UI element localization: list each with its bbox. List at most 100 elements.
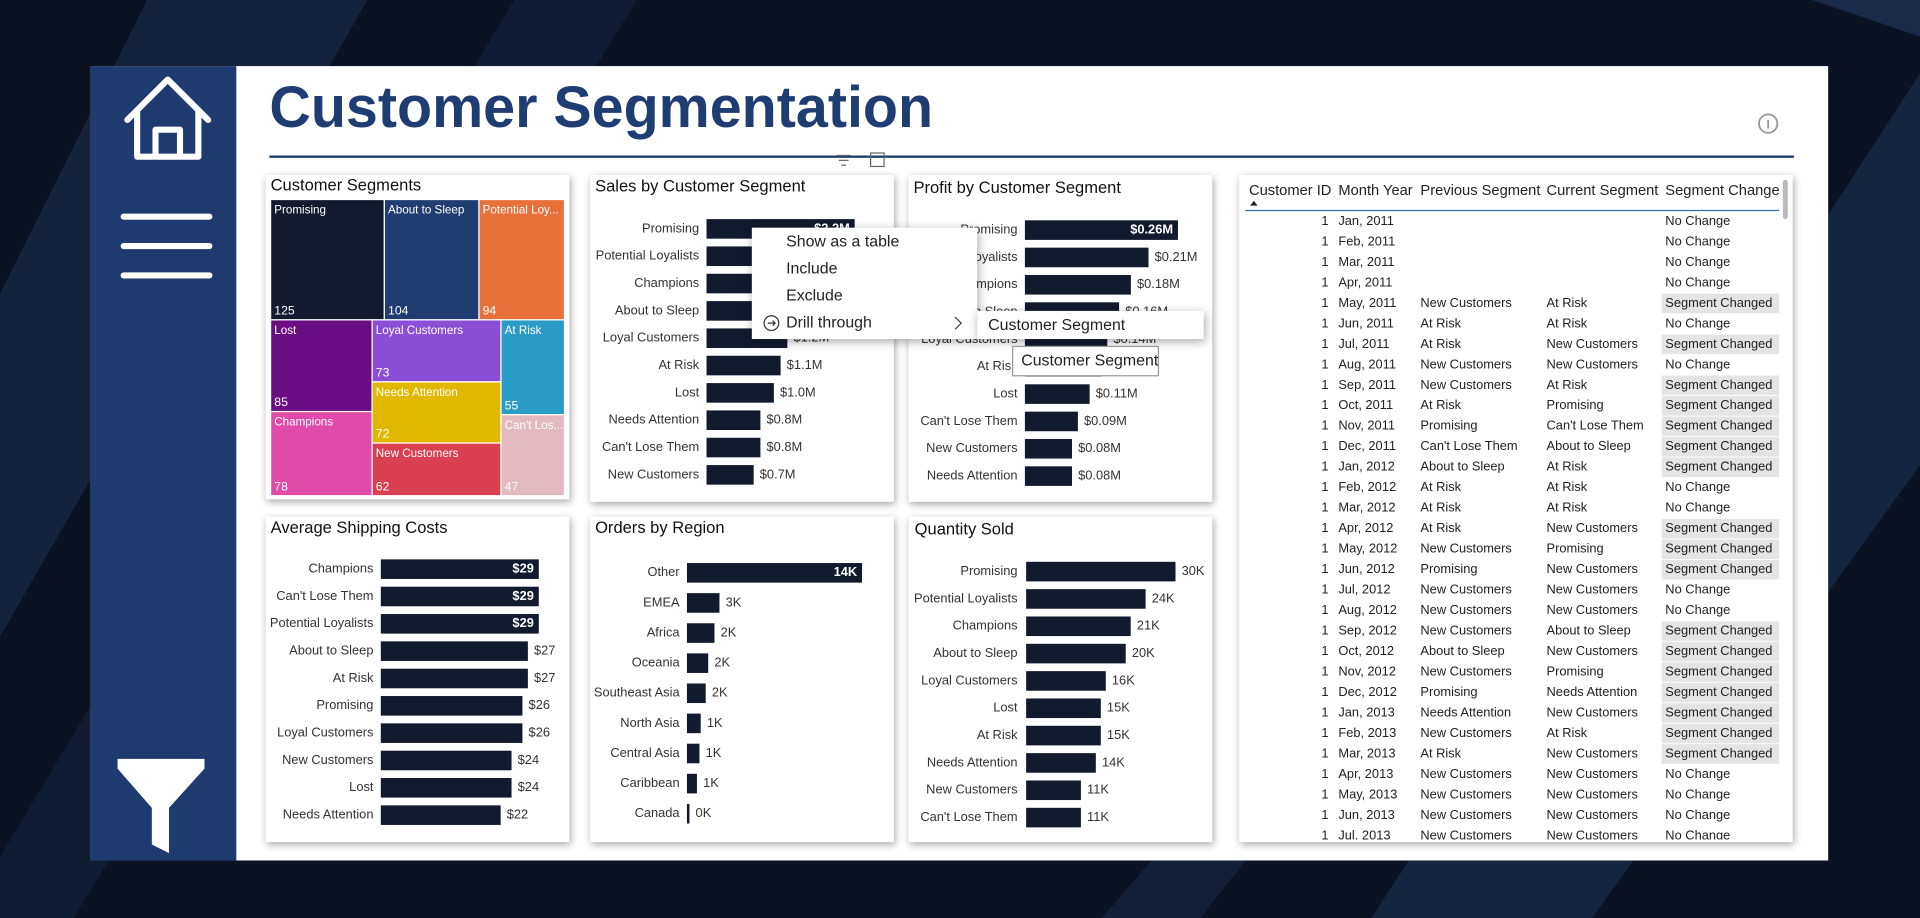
bar bbox=[380, 586, 539, 607]
bar bbox=[686, 743, 700, 764]
info-icon[interactable] bbox=[1758, 113, 1779, 134]
table-cell: No Change bbox=[1665, 274, 1730, 289]
table-cell: New Customers bbox=[1420, 356, 1511, 371]
treemap-label: Needs Attention bbox=[376, 386, 458, 399]
table-cell: Sep, 2011 bbox=[1338, 377, 1396, 392]
bar bbox=[706, 383, 774, 403]
table-cell: Dec, 2012 bbox=[1338, 684, 1397, 699]
bar bbox=[686, 683, 706, 704]
category-label: Other bbox=[647, 564, 680, 579]
table-cell: New Customers bbox=[1547, 766, 1638, 781]
table-cell: New Customers bbox=[1420, 725, 1511, 740]
category-label: About to Sleep bbox=[933, 645, 1017, 660]
bar bbox=[686, 653, 709, 673]
table-cell: Nov, 2011 bbox=[1338, 418, 1395, 433]
changed-cell-bg bbox=[1661, 518, 1780, 539]
home-icon[interactable] bbox=[124, 76, 212, 160]
treemap-label: Lost bbox=[274, 324, 297, 337]
category-label: Potential Loyalists bbox=[270, 615, 374, 630]
value-label: $27 bbox=[534, 670, 555, 685]
value-label: $1.1M bbox=[787, 357, 823, 372]
table-cell: At Risk bbox=[1420, 397, 1461, 412]
table-cell: 1 bbox=[1321, 438, 1328, 453]
table-cell: At Risk bbox=[1547, 459, 1588, 474]
filter-icon[interactable] bbox=[117, 758, 205, 854]
table-cell: Promising bbox=[1420, 561, 1477, 576]
table-cell: 1 bbox=[1321, 622, 1328, 637]
table-cell: Aug, 2011 bbox=[1338, 356, 1396, 371]
treemap-cell bbox=[371, 381, 502, 444]
table-cell: Oct, 2011 bbox=[1338, 397, 1393, 412]
table-cell: 1 bbox=[1321, 377, 1328, 392]
menu-item[interactable]: Include bbox=[786, 260, 837, 277]
table-cell: Segment Changed bbox=[1665, 295, 1772, 310]
menu-item[interactable]: Drill through bbox=[786, 314, 872, 331]
value-label: 11K bbox=[1087, 782, 1109, 797]
table-cell: May, 2012 bbox=[1338, 541, 1397, 556]
treemap-label: Promising bbox=[274, 204, 326, 217]
table-cell: Oct, 2012 bbox=[1338, 643, 1394, 658]
visual-header-icons[interactable] bbox=[836, 152, 885, 168]
table-cell: No Change bbox=[1665, 582, 1730, 597]
table-cell: Promising bbox=[1420, 418, 1477, 433]
menu-item[interactable]: Exclude bbox=[786, 287, 843, 304]
table-cell: Promising bbox=[1547, 663, 1604, 678]
value-label: $0.18M bbox=[1137, 276, 1180, 291]
menu-icon[interactable] bbox=[120, 213, 213, 279]
value-label: $26 bbox=[529, 697, 550, 712]
sort-arrow[interactable] bbox=[1250, 200, 1258, 206]
table-cell: 1 bbox=[1321, 274, 1328, 289]
bar bbox=[380, 614, 539, 634]
table-cell: New Customers bbox=[1420, 602, 1511, 617]
bar bbox=[380, 668, 528, 689]
table-cell: About to Sleep bbox=[1420, 459, 1504, 474]
table-cell: About to Sleep bbox=[1420, 643, 1504, 658]
table-cell: Segment Changed bbox=[1665, 438, 1772, 453]
table-cell: No Change bbox=[1665, 315, 1730, 330]
scrollbar[interactable] bbox=[1782, 179, 1788, 220]
table-cell: No Change bbox=[1665, 827, 1730, 842]
visual-title: Average Shipping Costs bbox=[271, 518, 448, 537]
table-cell: 1 bbox=[1321, 459, 1328, 474]
value-label: $22 bbox=[507, 807, 528, 822]
value-label: 20K bbox=[1132, 645, 1155, 660]
table-cell: 1 bbox=[1321, 602, 1328, 617]
visual-title: Quantity Sold bbox=[915, 519, 1014, 538]
bar bbox=[1024, 411, 1078, 432]
bar bbox=[1026, 753, 1096, 773]
bar bbox=[706, 410, 761, 431]
table-cell: At Risk bbox=[1547, 315, 1588, 330]
table-cell: Nov, 2012 bbox=[1338, 663, 1396, 678]
value-label: 3K bbox=[726, 594, 742, 609]
treemap-label: Champions bbox=[274, 416, 333, 429]
menu-item[interactable]: Show as a table bbox=[786, 234, 899, 251]
table-cell: Sep, 2012 bbox=[1338, 622, 1397, 637]
value-label: $0.09M bbox=[1084, 413, 1127, 428]
table-cell: New Customers bbox=[1547, 704, 1638, 719]
table-cell: At Risk bbox=[1547, 295, 1588, 310]
column-header: Segment Change bbox=[1665, 183, 1779, 199]
bar bbox=[1024, 220, 1178, 240]
category-label: Promising bbox=[960, 563, 1017, 578]
tooltip-box bbox=[1012, 345, 1159, 377]
changed-cell-bg bbox=[1661, 662, 1780, 682]
value-label: 16K bbox=[1112, 672, 1135, 687]
treemap-cell bbox=[478, 198, 566, 321]
table-cell: New Customers bbox=[1420, 807, 1511, 822]
value-label: $0.7M bbox=[760, 466, 796, 481]
bar bbox=[380, 559, 539, 579]
table-cell: 1 bbox=[1321, 745, 1328, 760]
sidebar bbox=[90, 66, 237, 861]
submenu-item[interactable]: Customer Segment bbox=[988, 317, 1126, 334]
category-label: Can't Lose Them bbox=[276, 588, 373, 603]
table-cell: New Customers bbox=[1420, 827, 1511, 842]
treemap-value: 72 bbox=[376, 427, 390, 441]
table-cell: No Change bbox=[1665, 766, 1730, 781]
category-label: EMEA bbox=[643, 594, 680, 609]
value-label: $24 bbox=[518, 752, 539, 767]
category-label: Champions bbox=[308, 561, 373, 576]
